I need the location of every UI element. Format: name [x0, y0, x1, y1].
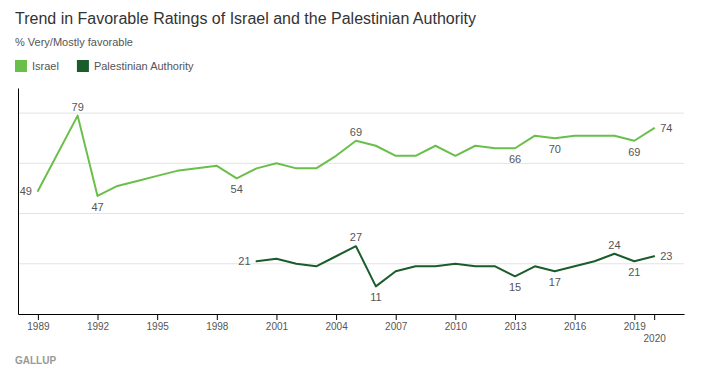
- x-axis: 1989 1992 1995 1998 2001 2004 2007 2010 2013 2016…: [19, 314, 685, 344]
- chart-svg: Trend in Favorable Ratings of Israel and…: [0, 0, 720, 372]
- grid-line: [18, 163, 684, 164]
- x-tick-mark: [634, 314, 635, 320]
- x-tick-label: 2013: [504, 321, 527, 332]
- x-tick-mark: [515, 314, 516, 320]
- x-tick-label: 2019: [624, 321, 647, 332]
- x-tick-label: 2004: [325, 321, 348, 332]
- legend-swatch: [77, 60, 89, 72]
- plot-area: [38, 116, 654, 287]
- annotation: 24: [608, 239, 620, 251]
- annotation: 69: [628, 146, 640, 158]
- legend-swatch: [15, 60, 27, 72]
- series-line: [257, 246, 655, 286]
- x-tick-label: 2007: [385, 321, 408, 332]
- annotation: 21: [628, 266, 640, 278]
- annotation: 15: [509, 281, 521, 293]
- x-tick-mark: [276, 314, 277, 320]
- annotation: 21: [238, 255, 250, 267]
- chart-container: Trend in Favorable Ratings of Israel and…: [0, 0, 720, 372]
- x-tick: 2007: [385, 314, 408, 332]
- x-tick: 1998: [206, 314, 229, 332]
- subtitle: % Very/Mostly favorable: [15, 36, 133, 48]
- x-tick-mark: [336, 314, 337, 320]
- legend-item: Palestinian Authority: [77, 60, 194, 72]
- x-tick: 2010: [445, 314, 468, 332]
- x-tick-label: 1998: [206, 321, 229, 332]
- x-tick: 1989: [27, 314, 50, 332]
- x-tick-label: 2020: [644, 333, 667, 344]
- x-tick-label: 1989: [27, 321, 50, 332]
- x-tick: 2020: [644, 314, 667, 344]
- x-tick-mark: [98, 314, 99, 320]
- y-axis: [18, 89, 20, 315]
- legend: Israel Palestinian Authority: [15, 60, 194, 72]
- x-tick-mark: [654, 314, 655, 320]
- x-tick-mark: [396, 314, 397, 320]
- annotation: 69: [350, 126, 362, 138]
- series-line: [38, 116, 654, 196]
- x-tick-label: 1992: [87, 321, 110, 332]
- legend-label: Israel: [32, 60, 59, 72]
- grid: [18, 113, 684, 264]
- annotation: 66: [509, 153, 521, 165]
- annotation: 79: [72, 101, 84, 113]
- annotation: 27: [350, 231, 362, 243]
- x-tick-label: 2001: [266, 321, 289, 332]
- x-tick: 2016: [564, 314, 587, 332]
- caption: GALLUP: [15, 355, 56, 366]
- annotation: 70: [549, 143, 561, 155]
- grid-line: [18, 213, 684, 214]
- legend-item: Israel: [15, 60, 59, 72]
- x-tick-mark: [157, 314, 158, 320]
- x-tick-label: 2010: [445, 321, 468, 332]
- x-tick-label: 2016: [564, 321, 587, 332]
- x-tick-mark: [455, 314, 456, 320]
- annotation: 23: [660, 250, 672, 262]
- annotation: 54: [231, 183, 243, 195]
- annotation: 47: [91, 201, 103, 213]
- annotation: 74: [660, 122, 672, 134]
- x-tick-mark: [38, 314, 39, 320]
- annotation: 11: [370, 291, 381, 303]
- y-axis-line: [18, 89, 19, 315]
- x-tick: 2013: [504, 314, 527, 332]
- x-tick-label: 1995: [147, 321, 170, 332]
- grid-line: [18, 113, 684, 114]
- x-tick: 1995: [147, 314, 170, 332]
- x-axis-line: [19, 314, 685, 315]
- annotations: 49 79 47 54 69 66 70 69 74 21 27 11 15 17 24 21 23: [20, 101, 673, 304]
- title: Trend in Favorable Ratings of Israel and…: [15, 10, 476, 27]
- legend-label: Palestinian Authority: [94, 60, 194, 72]
- x-tick: 2001: [266, 314, 289, 332]
- x-tick-mark: [575, 314, 576, 320]
- x-tick: 2019: [624, 314, 647, 332]
- x-tick: 1992: [87, 314, 110, 332]
- annotation: 17: [549, 276, 561, 288]
- x-tick: 2004: [325, 314, 348, 332]
- annotation: 49: [20, 185, 32, 197]
- x-tick-mark: [217, 314, 218, 320]
